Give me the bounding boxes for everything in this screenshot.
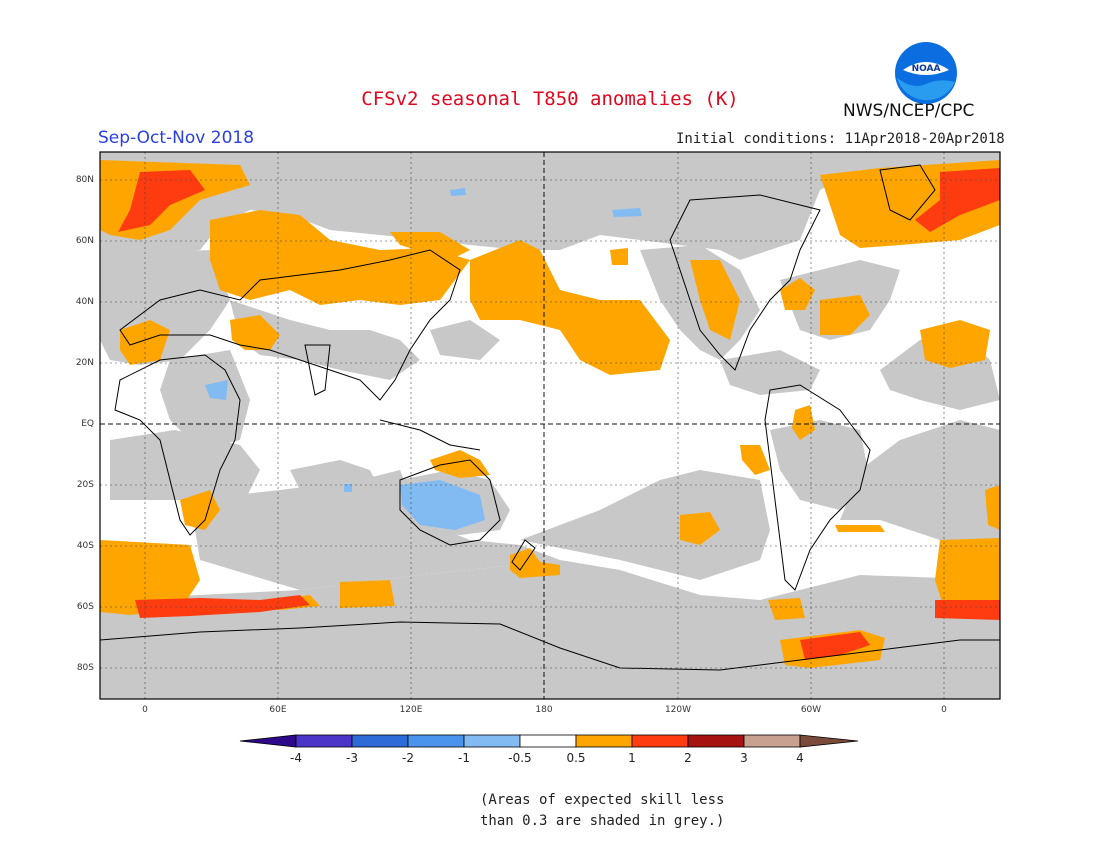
lon-label: 0 [142, 705, 148, 715]
noaa-logo: NOAA [895, 42, 957, 104]
colorbar-label: -3 [346, 751, 358, 765]
colorbar-label: 1 [628, 751, 636, 765]
anomaly-minus1-to-minus0.5-regions [205, 188, 642, 530]
lon-label: 0 [941, 705, 947, 715]
colorbar [239, 734, 859, 748]
colorbar-swatch [351, 734, 409, 748]
anomaly-1-to-2-regions [118, 168, 1000, 660]
lat-label: 20S [76, 480, 94, 490]
initial-conditions-label: Initial conditions: 11Apr2018-20Apr2018 [676, 131, 1005, 147]
lat-label: 80S [76, 663, 94, 673]
colorbar-label: -2 [402, 751, 414, 765]
lat-label: 60N [75, 236, 94, 246]
colorbar-label: 0.5 [566, 751, 586, 765]
colorbar-swatch [407, 734, 465, 748]
colorbar-swatch [463, 734, 521, 748]
coastlines [100, 164, 1000, 671]
colorbar-swatch [631, 734, 689, 748]
colorbar-swatch [295, 734, 353, 748]
footnote-line-1: (Areas of expected skill less [480, 792, 725, 808]
map-frame [99, 151, 1001, 700]
lat-label: 40S [76, 541, 94, 551]
lat-label: EQ [81, 419, 94, 429]
lon-label: 60E [269, 705, 287, 715]
colorbar-swatch [575, 734, 633, 748]
footnote-line-2: than 0.3 are shaded in grey.) [480, 813, 725, 829]
colorbar-label: -4 [290, 751, 302, 765]
lat-label: 40N [75, 297, 94, 307]
colorbar-swatch [799, 734, 859, 748]
noaa-logo-text: NOAA [912, 64, 941, 74]
lat-label: 80N [75, 175, 94, 185]
lat-label: 20N [75, 358, 94, 368]
colorbar-label: 4 [796, 751, 804, 765]
colorbar-label: 2 [684, 751, 692, 765]
map-title: CFSv2 seasonal T850 anomalies (K) [361, 88, 739, 110]
equator-dateline [100, 152, 1000, 699]
lon-label: 180 [535, 705, 553, 715]
colorbar-swatch [687, 734, 745, 748]
lat-label: 60S [76, 602, 94, 612]
anomaly-0.5-to-1-regions [100, 160, 1000, 668]
lon-label: 120W [664, 705, 692, 715]
graticule [100, 152, 1000, 699]
colorbar-swatch [239, 734, 297, 748]
colorbar-swatch [519, 734, 577, 748]
lon-label: 60W [800, 705, 822, 715]
agency-label: NWS/NCEP/CPC [843, 101, 975, 121]
colorbar-label: -0.5 [508, 751, 532, 765]
colorbar-swatch [743, 734, 801, 748]
colorbar-label: -1 [458, 751, 470, 765]
colorbar-label: 3 [740, 751, 748, 765]
lon-label: 120E [399, 705, 423, 715]
season-label: Sep-Oct-Nov 2018 [98, 128, 255, 148]
